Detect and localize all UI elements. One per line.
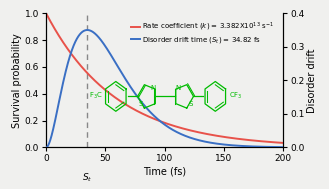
Legend: Rate coefficient ($k$) = 3.382X10$^{13}$ s$^{-1}$, Disorder drift time ($S_t$) =: Rate coefficient ($k$) = 3.382X10$^{13}$…: [128, 18, 277, 48]
Text: N: N: [151, 84, 156, 91]
Y-axis label: Survival probability: Survival probability: [12, 33, 22, 128]
Text: S: S: [189, 101, 193, 107]
Text: N: N: [175, 84, 180, 91]
Text: $S_t$: $S_t$: [82, 172, 92, 184]
Text: F$_3$C: F$_3$C: [89, 91, 102, 101]
Text: CF$_3$: CF$_3$: [229, 91, 242, 101]
Text: S: S: [138, 101, 142, 107]
Y-axis label: Disorder drift: Disorder drift: [307, 48, 317, 113]
X-axis label: Time (fs): Time (fs): [143, 166, 186, 176]
